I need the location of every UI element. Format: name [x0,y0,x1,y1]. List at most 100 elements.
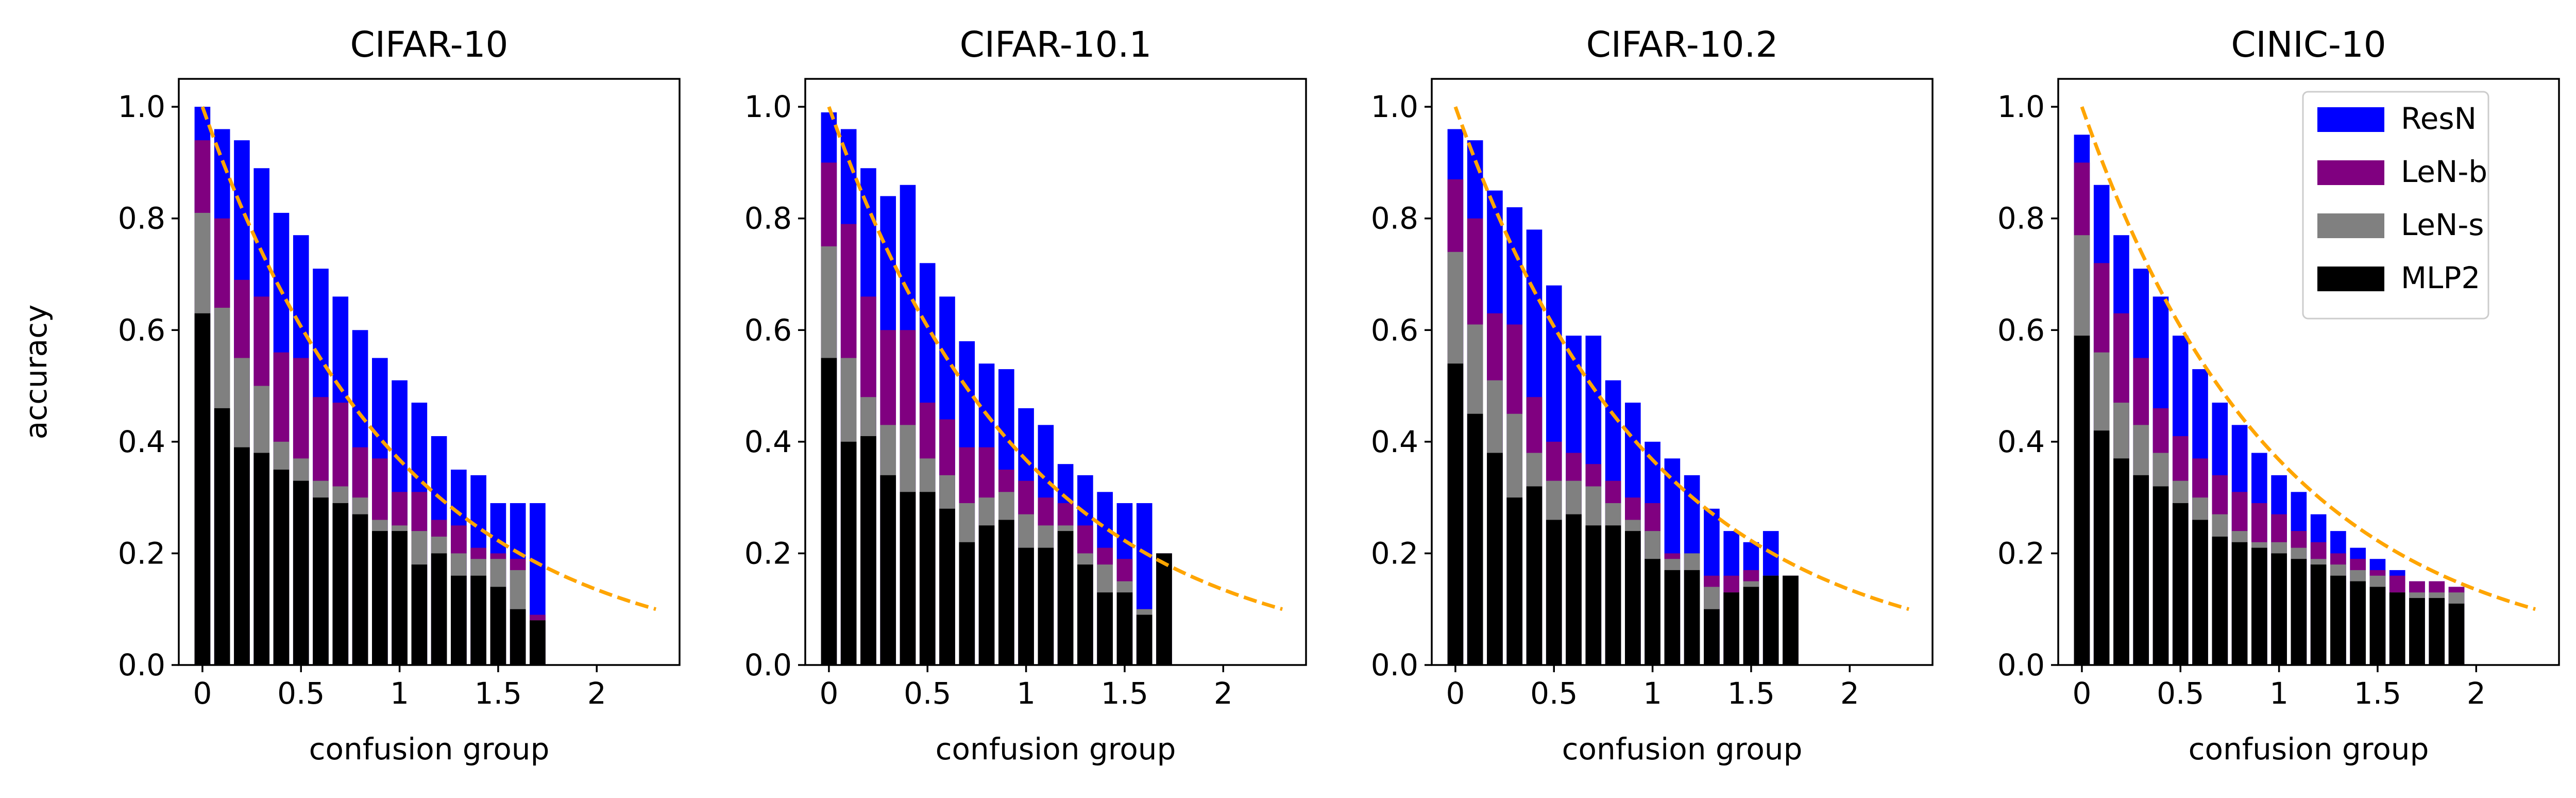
bar-mlp2-16 [1762,575,1779,665]
bar-mlp2-8 [1605,525,1621,665]
y-tick-label: 0.2 [1997,536,2045,571]
bar-mlp2-11 [411,564,428,665]
bar-mlp2-4 [273,470,290,665]
x-tick-label: 1 [2269,676,2289,711]
bar-mlp2-11 [1038,547,1054,665]
bar-mlp2-16 [2389,592,2405,665]
axes-frame [2057,78,2560,666]
bar-mlp2-16 [1136,614,1153,665]
bar-mlp2-8 [352,514,368,665]
bar-mlp2-11 [2291,559,2307,665]
legend-swatch [2317,267,2384,291]
bar-mlp2-17 [530,620,546,665]
y-tick-label: 0.6 [118,312,165,347]
legend-label: MLP2 [2401,260,2480,295]
bar-mlp2-1 [214,408,230,665]
bar-mlp2-9 [2251,547,2267,665]
y-tick-label: 0.0 [1997,647,2045,683]
bar-mlp2-1 [1467,413,1483,665]
axes-frame [178,78,681,666]
bar-mlp2-6 [313,497,329,665]
bar-mlp2-5 [2172,503,2189,665]
y-tick-label: 0.8 [1997,201,2045,236]
bar-mlp2-13 [1077,564,1093,665]
bar-mlp2-15 [1116,592,1133,665]
reference-curve [2080,106,2536,611]
reference-curve [827,106,1283,611]
reference-curve [1453,106,1910,611]
legend-label: LeN-b [2401,154,2487,189]
x-tick-label: 2 [2467,676,2486,711]
legend-swatch [2317,213,2384,238]
bar-mlp2-11 [1664,570,1681,665]
subplot-2: 0.0 0.2 0.4 0.6 0.8 1.0 0 0.5 1 1.5 2 CIFAR-10.1 con… [744,24,1307,767]
legend-label: LeN-s [2401,207,2484,242]
bar-mlp2-9 [1625,531,1641,665]
bar-mlp2-6 [939,508,955,665]
y-tick-label: 0.0 [1371,647,1418,683]
y-tick-label: 0.0 [118,647,165,683]
x-axis-label: confusion group [309,732,550,767]
bar-mlp2-10 [392,531,408,665]
bar-mlp2-15 [2369,587,2386,665]
subplot-title: CINIC-10 [2231,24,2386,65]
y-tick-label: 1.0 [118,89,165,124]
y-tick-label: 1.0 [744,89,792,124]
x-tick-label: 2 [587,676,606,711]
y-tick-label: 0.8 [744,201,792,236]
x-axis-label: confusion group [2189,732,2429,767]
bar-mlp2-13 [2330,575,2346,665]
bar-mlp2-12 [1057,531,1074,665]
bar-mlp2-5 [919,492,936,665]
y-axis-label: accuracy [19,305,54,440]
bar-mlp2-2 [860,436,876,665]
y-tick-label: 0.0 [744,647,792,683]
x-tick-label: 2 [1840,676,1859,711]
subplot-3: 0.0 0.2 0.4 0.6 0.8 1.0 0 0.5 1 1.5 2 CIFAR-10.2 con… [1371,24,1934,767]
bar-mlp2-2 [2113,458,2129,665]
x-tick-label: 1 [390,676,409,711]
bar-mlp2-7 [2212,536,2228,665]
bar-mlp2-0 [194,313,211,665]
bar-mlp2-5 [293,480,309,665]
legend-box [2302,91,2489,320]
bar-mlp2-6 [1566,514,1582,665]
y-tick-label: 1.0 [1997,89,2045,124]
bar-mlp2-0 [821,358,837,665]
bar-mlp2-14 [1097,592,1113,665]
x-tick-label: 1.5 [2354,676,2401,711]
x-tick-label: 1 [1643,676,1662,711]
y-tick-label: 0.8 [1371,201,1418,236]
bar-mlp2-1 [840,441,857,665]
y-tick-label: 0.6 [1997,312,2045,347]
axes-frame [1431,78,1934,666]
bar-mlp2-13 [1704,609,1720,665]
bar-mlp2-3 [2133,475,2149,665]
y-tick-label: 0.4 [1997,424,2045,459]
x-tick-label: 1.5 [474,676,522,711]
x-tick-label: 1.5 [1101,676,1148,711]
bar-mlp2-3 [1506,497,1523,665]
bar-mlp2-17 [1783,575,1799,665]
axes-frame [804,78,1307,666]
bar-mlp2-10 [2271,553,2287,665]
bar-mlp2-0 [1447,363,1464,665]
x-tick-label: 0 [2072,676,2091,711]
bar-mlp2-13 [451,575,467,665]
bar-mlp2-16 [510,609,526,665]
x-axis-label: confusion group [936,732,1176,767]
y-tick-label: 0.2 [1371,536,1418,571]
legend-swatch [2317,107,2384,132]
x-tick-label: 1 [1016,676,1036,711]
bar-mlp2-12 [431,553,447,665]
bar-mlp2-0 [2074,336,2090,665]
bar-mlp2-3 [253,453,270,665]
bar-mlp2-7 [332,503,349,665]
bar-mlp2-12 [2310,564,2327,665]
y-tick-label: 0.4 [744,424,792,459]
y-tick-label: 0.8 [118,201,165,236]
subplot-1: 0.0 0.2 0.4 0.6 0.8 1.0 0 0.5 1 1.5 2 CIFAR-10 confu… [19,24,681,767]
bar-mlp2-10 [1645,559,1660,665]
bar-mlp2-17 [2409,598,2425,665]
